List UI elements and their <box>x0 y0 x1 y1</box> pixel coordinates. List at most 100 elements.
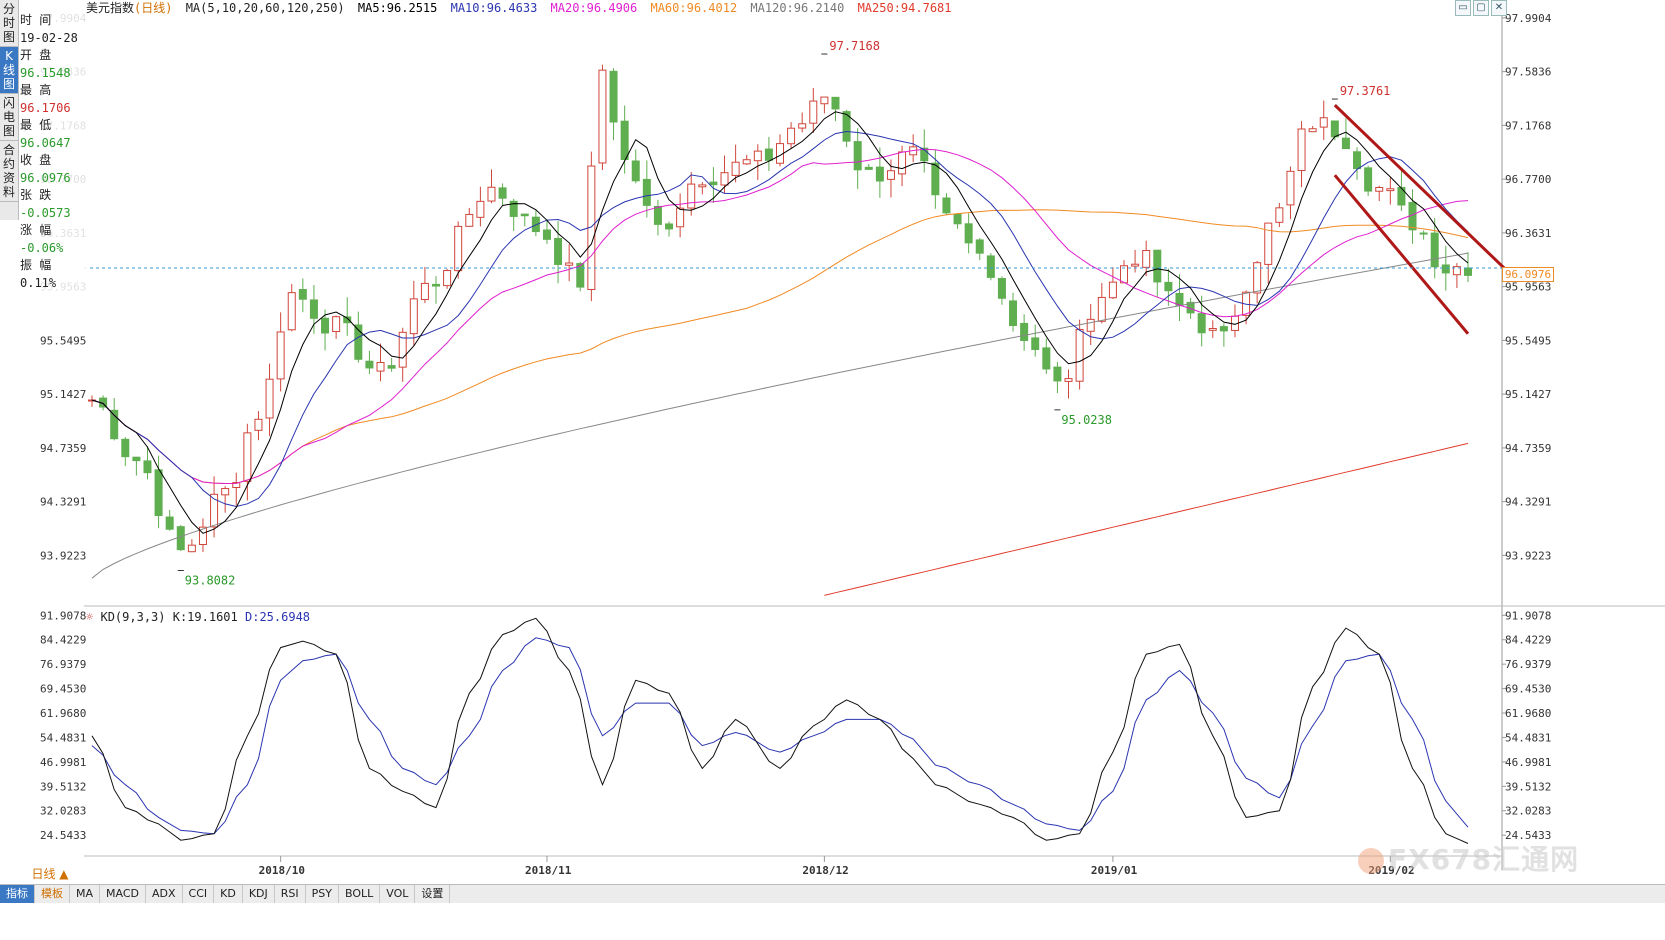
candle-up <box>287 292 296 331</box>
time-value: 19-02-28 <box>20 30 78 45</box>
candle-up <box>376 362 385 372</box>
tab-indicators[interactable]: 指标 <box>0 885 35 903</box>
candle-up <box>398 331 407 368</box>
y-tick-label-left: 94.7359 <box>40 442 86 455</box>
indicator-boll[interactable]: BOLL <box>339 885 381 903</box>
candle-down <box>631 160 640 182</box>
candle-down <box>1053 366 1062 382</box>
candle-up <box>1142 250 1151 268</box>
settings-icon[interactable]: ☼ <box>86 610 94 624</box>
kd-y-tick-label-left: 61.9680 <box>40 707 86 720</box>
candle-down <box>1219 326 1228 332</box>
candle-down <box>354 324 363 360</box>
candle-down <box>875 166 884 182</box>
watermark-text: FX678汇通网 <box>1388 843 1580 876</box>
candle-up <box>420 282 429 301</box>
amplitude-label: 振 幅 <box>20 258 52 272</box>
indicator-kdj[interactable]: KDJ <box>243 885 275 903</box>
indicator-psy[interactable]: PSY <box>306 885 339 903</box>
quote-info-panel: 时 间 19-02-28 开 盘 96.1548 最 高 96.1706 最 低… <box>20 12 90 292</box>
x-tick-label: 2018/10 <box>259 864 305 877</box>
kd-y-tick-label-left: 32.0283 <box>40 805 86 818</box>
candle-up <box>187 544 196 553</box>
indicator-macd[interactable]: MACD <box>100 885 146 903</box>
candle-up <box>1386 188 1395 192</box>
candle-up <box>476 200 485 218</box>
restore-icon[interactable]: ▭ <box>1455 0 1471 16</box>
ma60-line <box>91 209 1469 485</box>
candle-up <box>753 150 762 162</box>
kd-y-tick-label: 91.9078 <box>1505 609 1551 622</box>
candle-down <box>1164 281 1173 292</box>
close-icon[interactable]: ✕ <box>1491 0 1507 16</box>
time-label: 时 间 <box>20 13 52 27</box>
extreme-label: 93.8082 <box>185 573 236 587</box>
y-tick-label: 94.7359 <box>1505 442 1551 455</box>
ma5-value: MA5:96.2515 <box>357 1 438 15</box>
maximize-icon[interactable]: ▢ <box>1473 0 1489 16</box>
candle-up <box>1308 128 1317 133</box>
candle-down <box>853 141 862 171</box>
amplitude-value: 0.11% <box>20 275 57 290</box>
high-label: 最 高 <box>20 83 52 97</box>
k-line <box>91 617 1469 844</box>
ma20-line <box>91 148 1469 485</box>
candle-down <box>986 255 995 278</box>
tab-contract-info[interactable]: 合约资料 <box>0 141 18 202</box>
candle-down <box>143 460 152 474</box>
candle-up <box>198 526 207 546</box>
kd-y-tick-label-left: 84.4229 <box>40 634 86 647</box>
candle-down <box>110 409 119 440</box>
candle-up <box>1297 128 1306 171</box>
extreme-label: 97.7168 <box>829 39 880 53</box>
kd-params[interactable]: KD(9,3,3) <box>100 610 166 624</box>
candle-up <box>1286 170 1295 206</box>
candle-up <box>720 172 729 186</box>
tab-kline[interactable]: K线图 <box>0 47 18 94</box>
ma120-value: MA120:96.2140 <box>750 1 845 15</box>
ma-params[interactable]: MA(5,10,20,60,120,250) <box>185 1 345 15</box>
candle-down <box>975 239 984 254</box>
left-view-tabs: 分时图 K线图 闪电图 合约资料 <box>0 0 19 220</box>
candle-down <box>1197 313 1206 334</box>
x-tick-label: 2018/12 <box>802 864 848 877</box>
ma10-line <box>91 130 1469 508</box>
period-selector[interactable]: 日线 ▲ <box>20 866 80 882</box>
candle-down <box>1153 249 1162 283</box>
candle-up <box>1208 328 1217 331</box>
window-controls: ▭ ▢ ✕ <box>1455 0 1507 16</box>
candle-up <box>809 100 818 124</box>
candle-down <box>831 96 840 110</box>
tab-time-share[interactable]: 分时图 <box>0 0 18 47</box>
candle-up <box>265 378 274 419</box>
settings-button[interactable]: 设置 <box>415 885 451 903</box>
candle-down <box>298 289 307 300</box>
candle-down <box>665 223 674 230</box>
candle-down <box>642 178 651 206</box>
candle-down <box>432 283 440 287</box>
candle-down <box>387 365 396 369</box>
kline-chart[interactable]: 97.716893.808295.023897.376197.990497.99… <box>0 0 1665 884</box>
period-label: (日线) <box>134 1 173 15</box>
y-tick-label-left: 94.3291 <box>40 496 86 509</box>
y-tick-label: 96.7700 <box>1505 173 1551 186</box>
indicator-kd[interactable]: KD <box>214 885 243 903</box>
indicator-ma[interactable]: MA <box>70 885 101 903</box>
candle-down <box>997 278 1006 299</box>
candle-down <box>1353 151 1362 170</box>
close-value: 96.0976 <box>20 170 71 185</box>
indicator-rsi[interactable]: RSI <box>275 885 306 903</box>
indicator-cci[interactable]: CCI <box>183 885 215 903</box>
kd-y-tick-label: 46.9981 <box>1505 756 1551 769</box>
candle-down <box>953 213 962 225</box>
candle-down <box>709 181 718 186</box>
kd-y-tick-label-left: 91.9078 <box>40 609 86 622</box>
candle-up <box>676 207 685 228</box>
tab-flash[interactable]: 闪电图 <box>0 94 18 141</box>
candle-up <box>332 316 341 333</box>
tab-templates[interactable]: 模板 <box>35 885 70 903</box>
candle-up <box>1253 262 1262 294</box>
indicator-adx[interactable]: ADX <box>146 885 183 903</box>
ma120-line <box>91 252 1469 579</box>
indicator-vol[interactable]: VOL <box>380 885 416 903</box>
